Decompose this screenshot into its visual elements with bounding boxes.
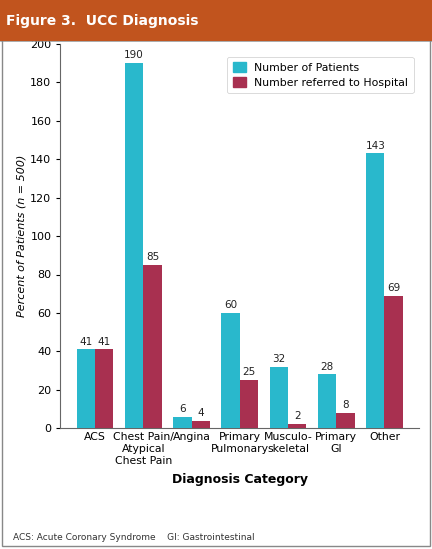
Text: 60: 60 bbox=[224, 300, 237, 310]
Bar bbox=[336, 413, 355, 428]
Text: 8: 8 bbox=[342, 400, 349, 410]
Bar bbox=[77, 350, 95, 428]
Bar bbox=[191, 421, 210, 428]
Legend: Number of Patients, Number referred to Hospital: Number of Patients, Number referred to H… bbox=[227, 57, 413, 93]
Text: 69: 69 bbox=[387, 283, 400, 293]
Bar bbox=[270, 367, 288, 428]
X-axis label: Diagnosis Category: Diagnosis Category bbox=[172, 473, 308, 485]
Bar bbox=[240, 380, 258, 428]
Y-axis label: Percent of Patients (n = 500): Percent of Patients (n = 500) bbox=[16, 155, 26, 317]
Text: 85: 85 bbox=[146, 252, 159, 262]
Text: 32: 32 bbox=[272, 354, 286, 364]
Text: 28: 28 bbox=[321, 362, 334, 372]
Bar bbox=[318, 374, 336, 428]
Text: 41: 41 bbox=[98, 337, 111, 346]
Text: Figure 3.  UCC Diagnosis: Figure 3. UCC Diagnosis bbox=[6, 14, 199, 27]
Text: 4: 4 bbox=[197, 408, 204, 418]
Text: 6: 6 bbox=[179, 404, 186, 414]
Bar bbox=[125, 63, 143, 428]
Text: 25: 25 bbox=[242, 367, 256, 377]
Bar bbox=[366, 154, 384, 428]
Bar bbox=[143, 265, 162, 428]
Bar bbox=[222, 313, 240, 428]
Text: 143: 143 bbox=[365, 141, 385, 150]
Text: ACS: Acute Coronary Syndrome    GI: Gastrointestinal: ACS: Acute Coronary Syndrome GI: Gastroi… bbox=[13, 534, 254, 542]
Bar bbox=[173, 417, 191, 428]
Bar bbox=[384, 295, 403, 428]
Text: 41: 41 bbox=[79, 337, 92, 346]
Text: 190: 190 bbox=[124, 51, 144, 60]
Text: 2: 2 bbox=[294, 412, 300, 422]
Bar bbox=[95, 350, 114, 428]
Bar bbox=[288, 424, 306, 428]
